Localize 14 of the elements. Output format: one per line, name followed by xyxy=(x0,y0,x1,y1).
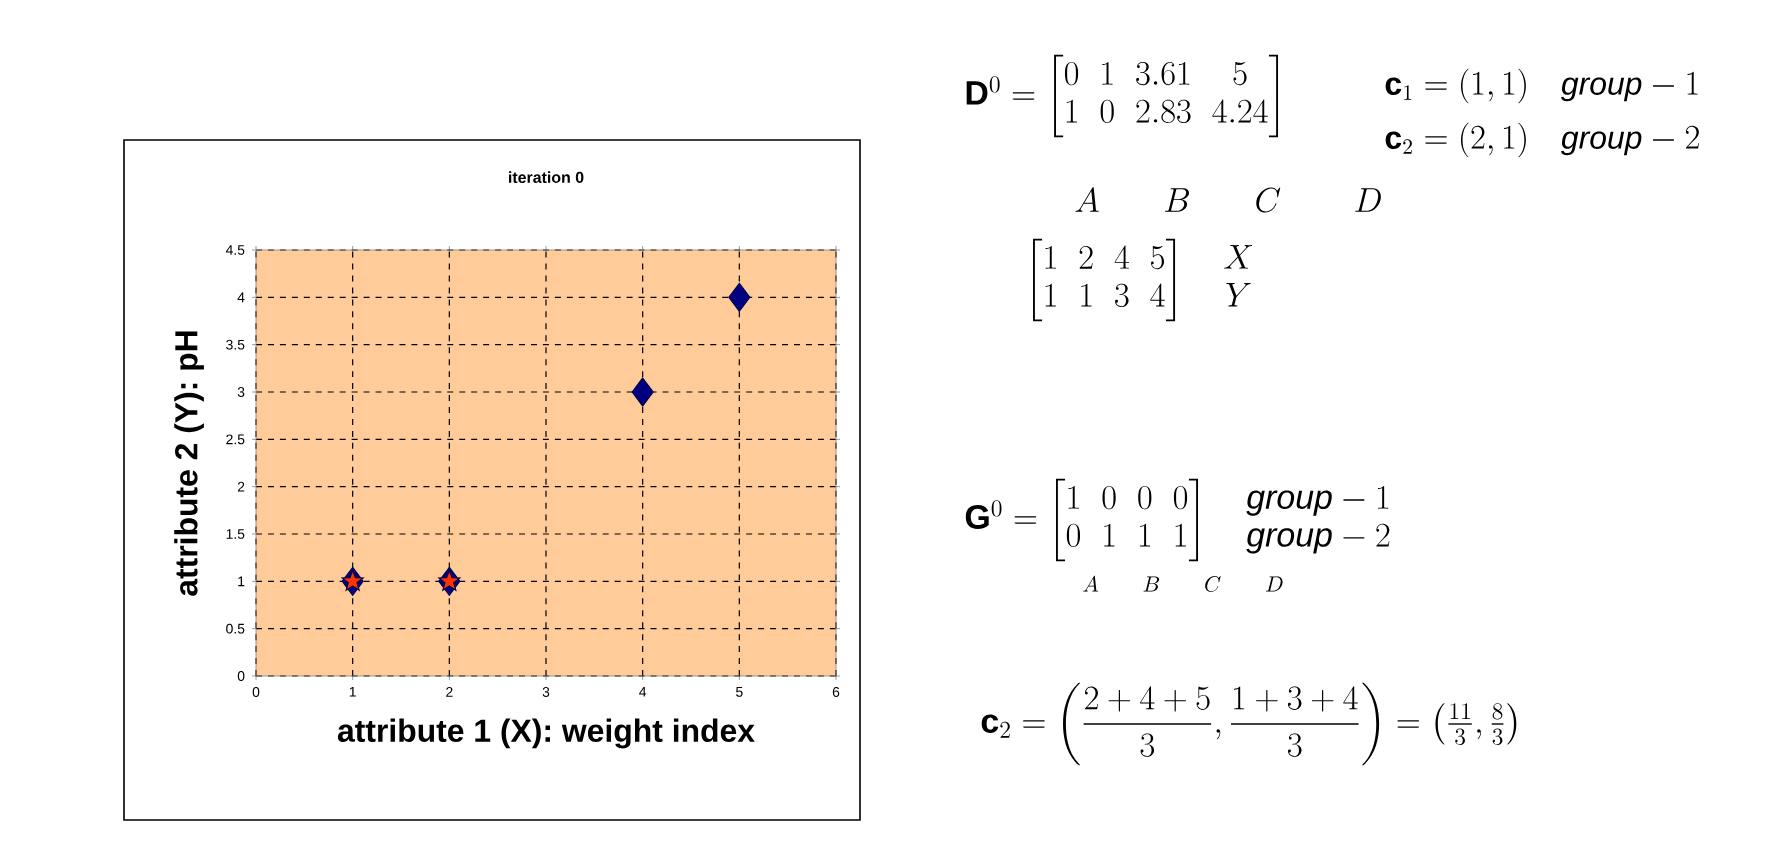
text: $\mathbf{c}_1=(1,1)\quad \mathit{group}-1$ xyxy=(1385,68,1698,104)
text: $\begin{bmatrix}1&2&4&5\\1&1&3&4\end{bmatrix}\quad\begin{matrix}X\\Y\end{matrix}$ xyxy=(1033,238,1253,322)
text: $\mathbf{c}_2=\left(\frac{2+4+5}{3},\frac{1+3+4}{3}\right)=\left(\tfrac{11}{3},\tfrac{8}{3}\right)$ xyxy=(981,682,1517,766)
text: $\mathbf{G}^0=\begin{bmatrix}1&0&0&0\\0&1&1&1\end{bmatrix}\quad\begin{matrix}\mathit{group}-1\\\mathit{group}-2\end{matrix}$ xyxy=(965,478,1390,562)
point xyxy=(631,377,654,407)
point xyxy=(728,282,751,312)
point xyxy=(341,569,364,591)
x-axis-title: attribute 1 (X): weight index xyxy=(337,718,755,749)
text: $\mathbf{D}^0=\begin{bmatrix}0&1&3.61&5\\1&0&2.83&4.24\end{bmatrix}$ xyxy=(966,54,1279,138)
text: $A\qquad B\qquad C\qquad\ D$ xyxy=(1075,187,1381,213)
text: $\mathbf{c}_2=(2,1)\quad \mathit{group}-2$ xyxy=(1385,122,1699,158)
point xyxy=(438,569,461,591)
text: $A\qquad B\qquad C\qquad D$ xyxy=(1083,575,1283,592)
y-axis-title: attribute 2 (Y): pH xyxy=(174,331,204,596)
